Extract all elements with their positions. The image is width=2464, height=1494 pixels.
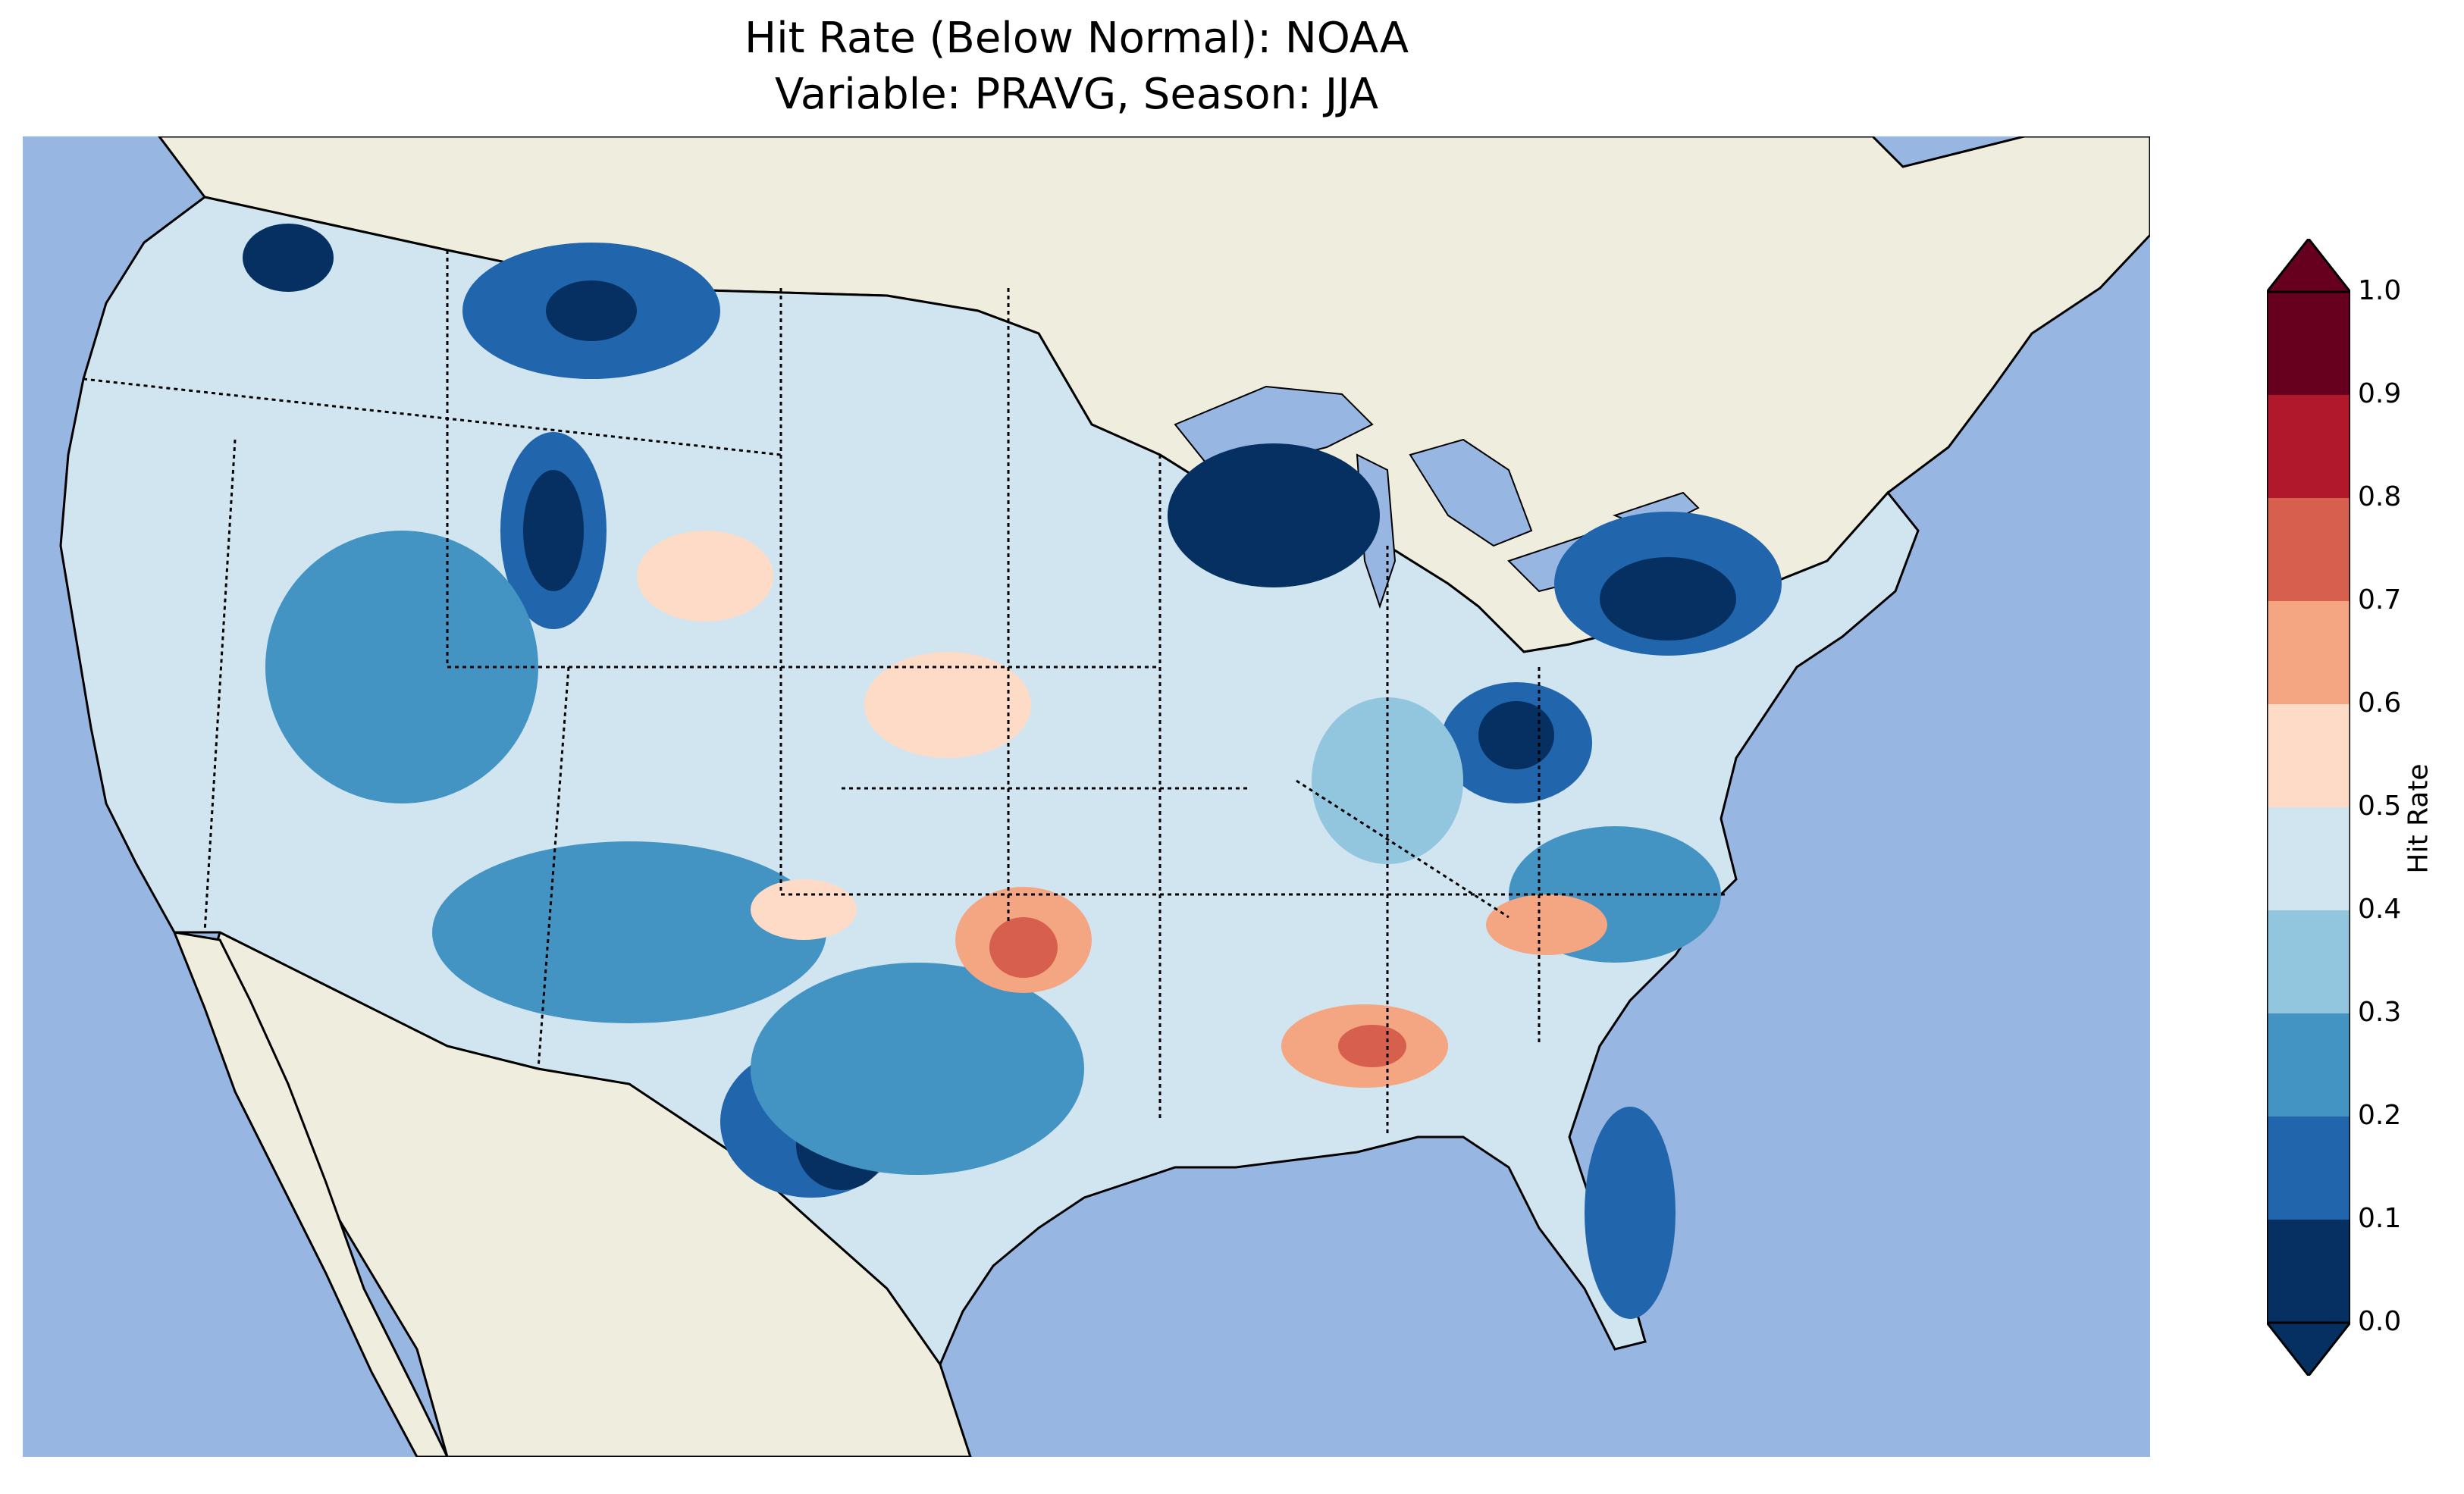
patch-washington: [243, 224, 334, 292]
colorbar-extend-bottom: [2267, 1321, 2350, 1376]
colorbar-segment: [2267, 292, 2350, 395]
map-title-line1: Hit Rate (Below Normal): NOAA: [744, 14, 1409, 63]
colorbar-tick-label: 0.2: [2358, 1100, 2402, 1131]
patch-florida: [1585, 1107, 1676, 1319]
colorbar-segment: [2267, 1220, 2350, 1323]
patch-wyoming: [637, 531, 773, 622]
patch-oklahoma-core: [989, 917, 1058, 978]
colorbar-segment: [2267, 1013, 2350, 1117]
colorbar-tick-label: 0.7: [2358, 584, 2402, 615]
patch-alabama-core: [1338, 1025, 1406, 1067]
colorbar-tick-label: 0.0: [2358, 1306, 2402, 1337]
colorbar-segment: [2267, 704, 2350, 807]
colorbar-label: Hit Rate: [2403, 763, 2434, 874]
colorbar-extend-top: [2267, 239, 2350, 293]
colorbar-tick-label: 0.6: [2358, 687, 2402, 719]
colorbar-segment: [2267, 1117, 2350, 1220]
colorbar: [2267, 239, 2350, 1376]
colorbar-tick-label: 0.1: [2358, 1203, 2402, 1234]
colorbar-tick-label: 0.4: [2358, 894, 2402, 925]
colorbar-segment: [2267, 395, 2350, 498]
colorbar-tick-label: 0.3: [2358, 997, 2402, 1028]
map-title-line2: Variable: PRAVG, Season: JJA: [774, 70, 1379, 119]
colorbar-segment: [2267, 601, 2350, 704]
colorbar-tick-label: 1.0: [2358, 275, 2402, 306]
patch-nebraska: [864, 652, 1031, 758]
patch-kentucky-core: [1478, 701, 1554, 769]
colorbar-segment: [2267, 910, 2350, 1013]
colorbar-tick-label: 0.5: [2358, 791, 2402, 822]
patch-utah-core: [523, 470, 584, 591]
patch-texas: [751, 963, 1084, 1175]
patch-southwest: [432, 841, 826, 1023]
colorbar-tick-label: 0.9: [2358, 378, 2402, 409]
baja-land: [172, 931, 449, 1457]
patch-new-mexico-warm: [751, 879, 857, 940]
state-borders: [83, 250, 1729, 1137]
patch-west-central: [265, 531, 538, 803]
patch-pennsylvania-core: [1600, 557, 1736, 641]
colorbar-tick-label: 0.8: [2358, 481, 2402, 512]
colorbar-segment: [2267, 498, 2350, 601]
map-panel: [23, 136, 2150, 1457]
patch-montana-core: [546, 280, 637, 341]
colorbar-segment: [2267, 807, 2350, 910]
patch-upper-midwest: [1168, 443, 1380, 587]
hit-rate-field: [243, 224, 1782, 1319]
patch-georgia: [1486, 894, 1607, 955]
